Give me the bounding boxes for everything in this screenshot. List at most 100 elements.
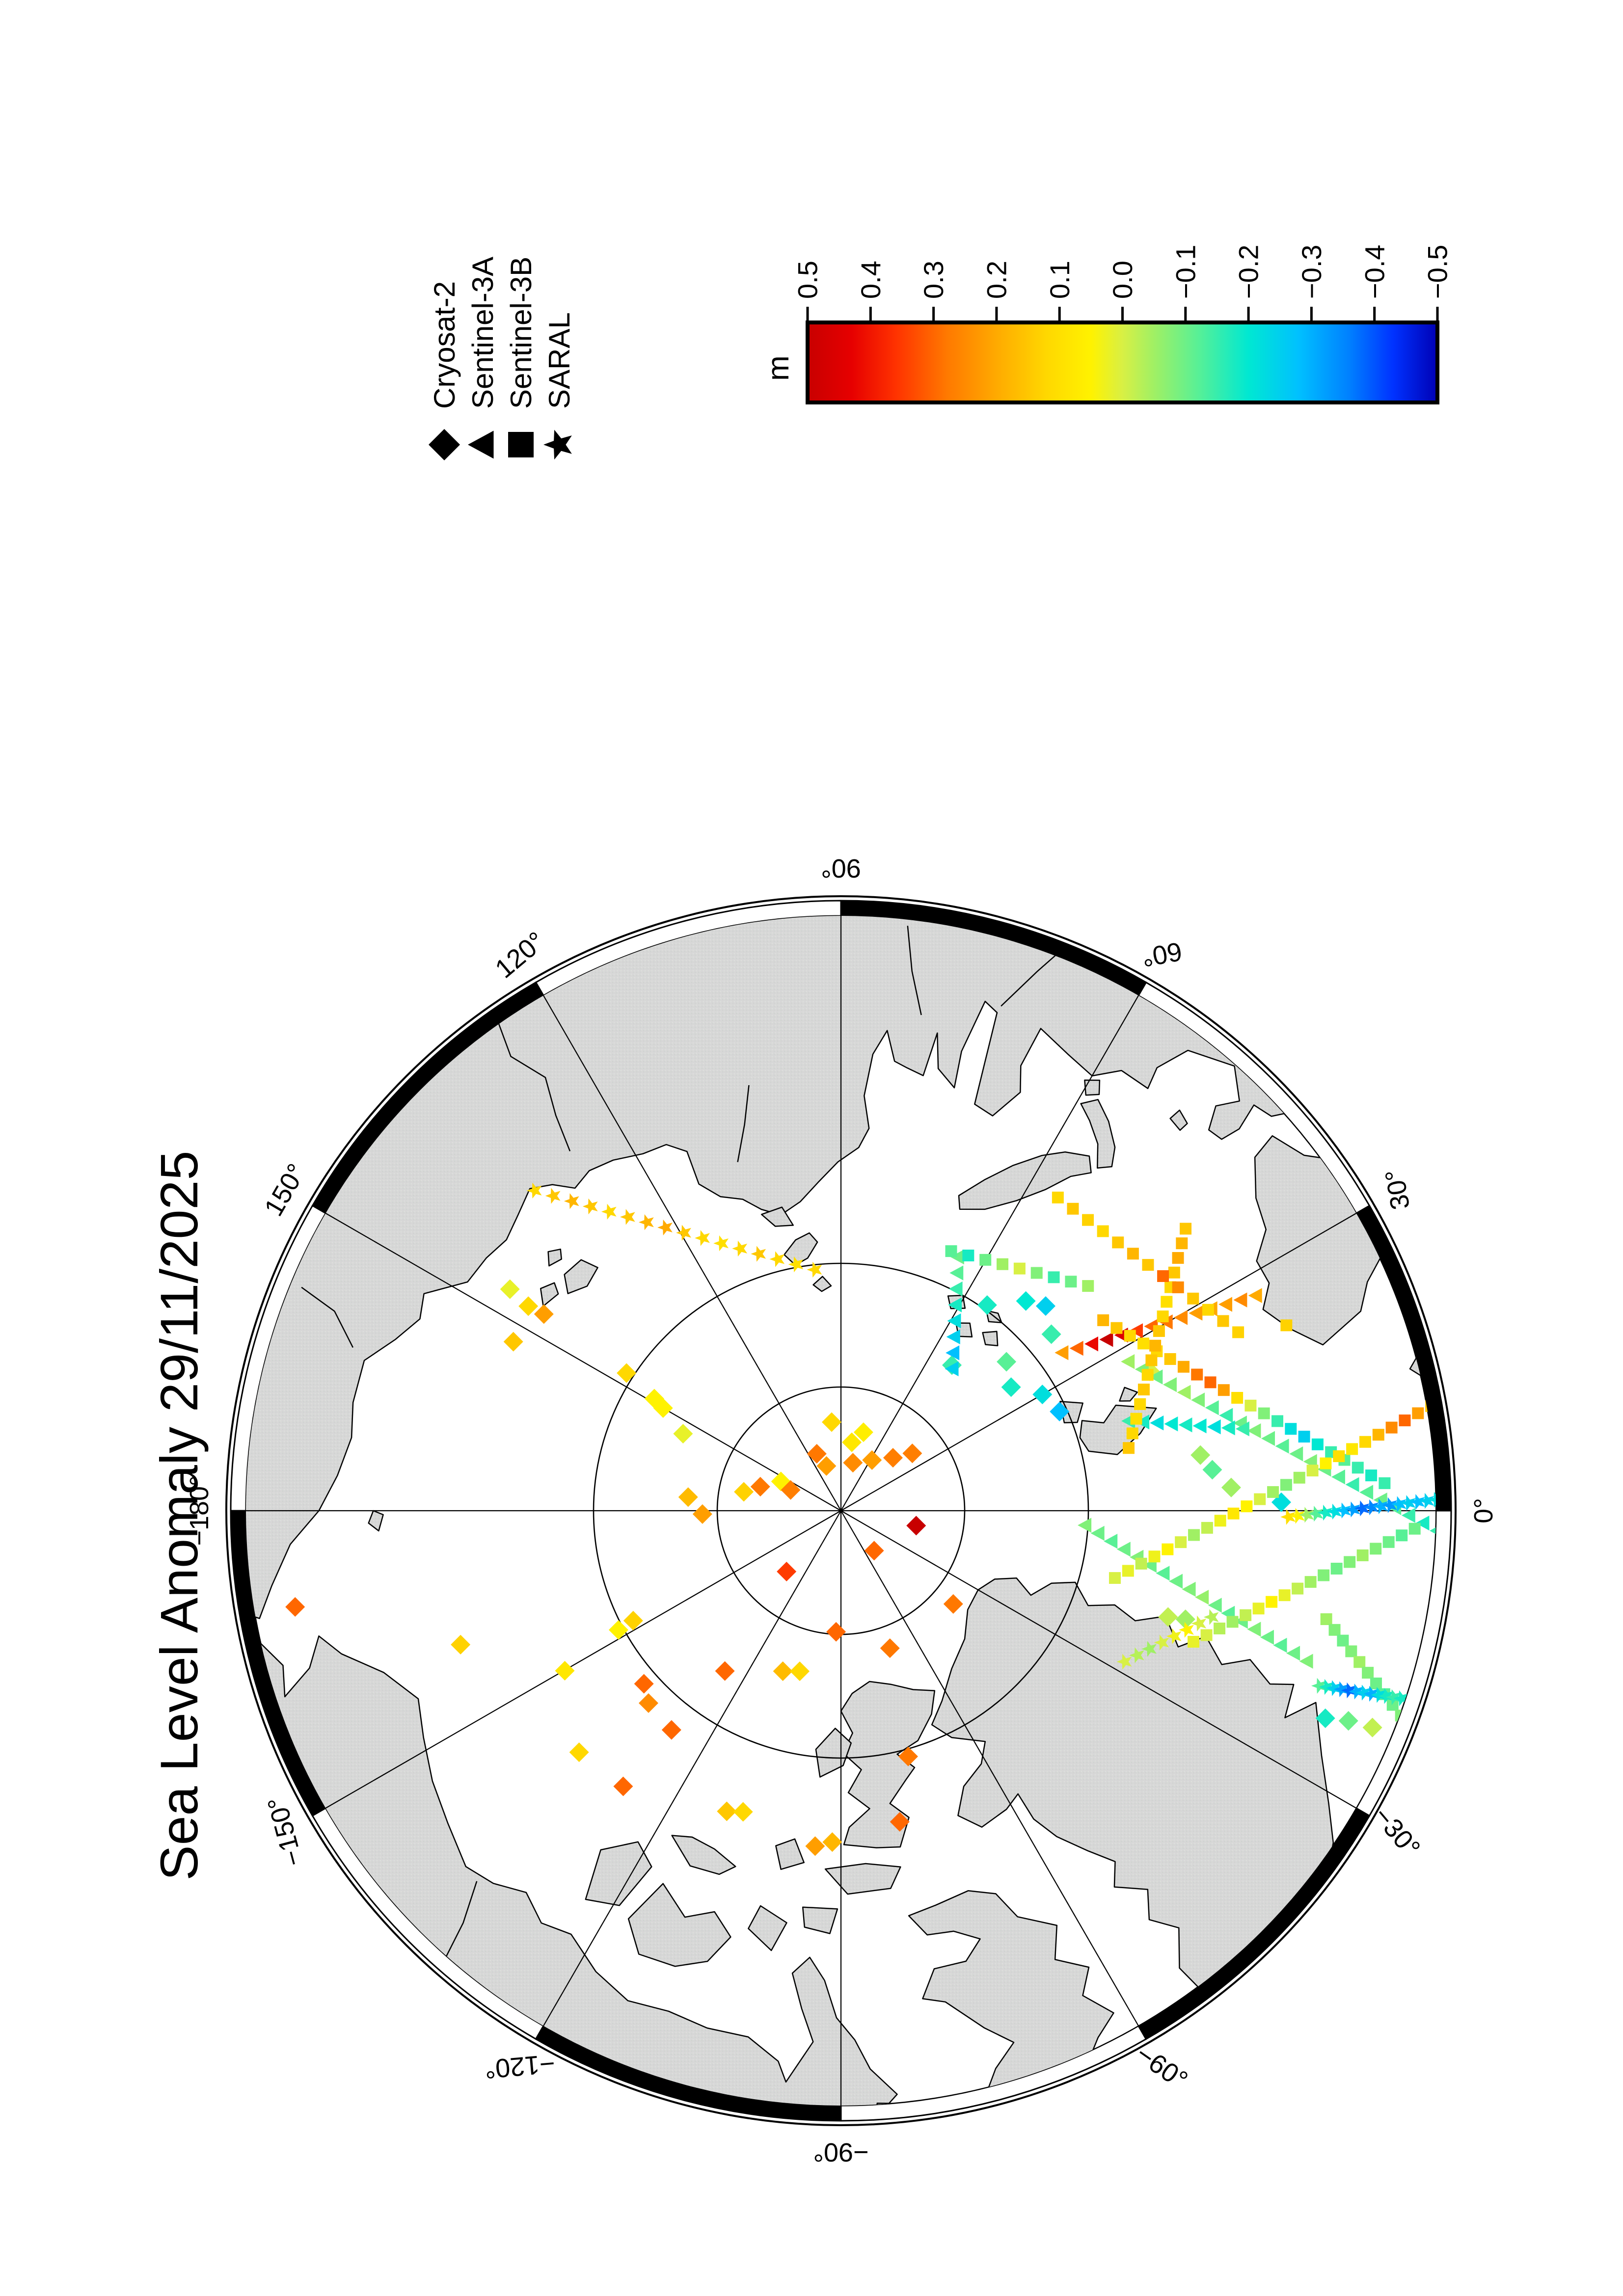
track-point xyxy=(1248,1288,1262,1303)
track-point xyxy=(1030,1267,1043,1279)
legend-label: SARAL xyxy=(543,312,576,409)
track-point xyxy=(1278,1589,1291,1602)
track-point xyxy=(1280,1319,1293,1332)
data-point xyxy=(617,1363,637,1383)
track-point xyxy=(1172,1252,1184,1264)
meridian-label: 90° xyxy=(821,854,861,883)
data-point xyxy=(842,1432,862,1452)
data-point xyxy=(864,1541,884,1561)
frame-outer-circle xyxy=(225,895,1457,2126)
track-point xyxy=(1341,1682,1356,1699)
track-point xyxy=(807,1261,822,1278)
track-point xyxy=(1116,1654,1132,1670)
track-point xyxy=(1382,1497,1397,1513)
data-point xyxy=(1338,1711,1358,1731)
track-point xyxy=(1333,1450,1345,1462)
series-SARAL xyxy=(526,1182,1436,1707)
track-point xyxy=(1137,1384,1150,1396)
track-point xyxy=(1337,1634,1349,1647)
track-point xyxy=(1065,1276,1077,1288)
meridian-label: −180° xyxy=(185,1475,214,1546)
track-point xyxy=(1370,1543,1382,1555)
track-point xyxy=(1363,1499,1379,1516)
data-point xyxy=(898,1746,918,1766)
track-point xyxy=(950,1249,964,1265)
track-point xyxy=(1311,1438,1324,1450)
track-point xyxy=(1286,1646,1300,1661)
colorbar-tick-label: 0.3 xyxy=(918,261,949,299)
land-bathurst xyxy=(775,1838,805,1870)
track-point xyxy=(620,1209,635,1225)
land-axel-heiberg xyxy=(815,1728,852,1778)
data-point xyxy=(1158,1607,1178,1627)
data-point xyxy=(1041,1324,1061,1344)
track-point xyxy=(1370,1677,1382,1689)
data-point xyxy=(678,1487,698,1507)
track-point xyxy=(1359,1485,1374,1500)
track-point xyxy=(639,1214,654,1230)
track-point xyxy=(1289,1446,1303,1462)
meridian-label: −90° xyxy=(813,2137,868,2167)
data-point xyxy=(843,1453,863,1473)
track-point xyxy=(1401,1508,1415,1523)
track-point xyxy=(1154,1634,1169,1651)
track-point xyxy=(1084,1336,1099,1352)
land-franz-josef-1 xyxy=(982,1331,999,1346)
polar-map: 0°30°60°90°120°150°−180°−150°−120°−90°−6… xyxy=(185,854,1498,2167)
land-wrangel xyxy=(368,1510,384,1532)
data-point xyxy=(555,1661,575,1681)
track-point xyxy=(979,1254,992,1266)
data-point xyxy=(451,1634,471,1655)
legend-item-cryosat-2: Cryosat-2 xyxy=(428,281,461,460)
track-point xyxy=(1161,1296,1173,1308)
track-point xyxy=(1386,1699,1399,1711)
track-point xyxy=(564,1193,579,1209)
track-point xyxy=(1148,1550,1161,1563)
track-point xyxy=(1391,1496,1407,1512)
track-point xyxy=(1298,1507,1314,1523)
colorbar-tick-label: 0.2 xyxy=(981,261,1012,299)
track-point xyxy=(1266,1596,1278,1608)
data-point xyxy=(997,1352,1017,1372)
data-point xyxy=(880,1638,900,1658)
track-point xyxy=(1097,1314,1109,1326)
data-point xyxy=(613,1776,633,1796)
parallel-80 xyxy=(593,1262,1089,1759)
data-point xyxy=(1032,1385,1053,1405)
legend: Cryosat-2 Sentinel-3A Sentinel-3B SARAL xyxy=(428,257,576,460)
data-point xyxy=(733,1802,753,1822)
data-point xyxy=(661,1720,681,1740)
land-prince-of-wales xyxy=(748,1905,787,1951)
track-point xyxy=(1191,1368,1203,1381)
track-point xyxy=(1164,1353,1176,1365)
data-point xyxy=(644,1388,664,1409)
track-point xyxy=(1217,1315,1229,1327)
track-point xyxy=(1396,1529,1408,1542)
track-point xyxy=(1082,1214,1094,1226)
data-point xyxy=(773,1661,793,1681)
track-point xyxy=(1174,1310,1188,1325)
data-point xyxy=(1016,1291,1036,1311)
data-point xyxy=(638,1693,658,1713)
track-point xyxy=(1372,1429,1384,1441)
meridian-line xyxy=(840,1510,1357,1809)
track-point xyxy=(1153,1325,1165,1337)
track-point xyxy=(769,1251,785,1267)
track-point xyxy=(1109,1572,1121,1584)
track-point xyxy=(1178,1417,1192,1433)
track-point xyxy=(1244,1399,1257,1412)
track-point xyxy=(1319,1679,1334,1695)
track-point xyxy=(1149,1369,1163,1385)
track-point xyxy=(1231,1392,1244,1404)
track-point xyxy=(1349,1683,1364,1700)
colorbar-tick-label: −0.2 xyxy=(1233,244,1264,299)
colorbar-gradient xyxy=(806,320,1439,404)
track-point xyxy=(1271,1415,1284,1427)
data-point xyxy=(822,1412,842,1432)
track-point xyxy=(1157,1310,1169,1323)
colorbar-tick-label: −0.1 xyxy=(1170,244,1201,299)
track-point xyxy=(1400,1495,1416,1511)
data-point xyxy=(1001,1377,1021,1397)
land-eurasia xyxy=(246,916,1436,1619)
